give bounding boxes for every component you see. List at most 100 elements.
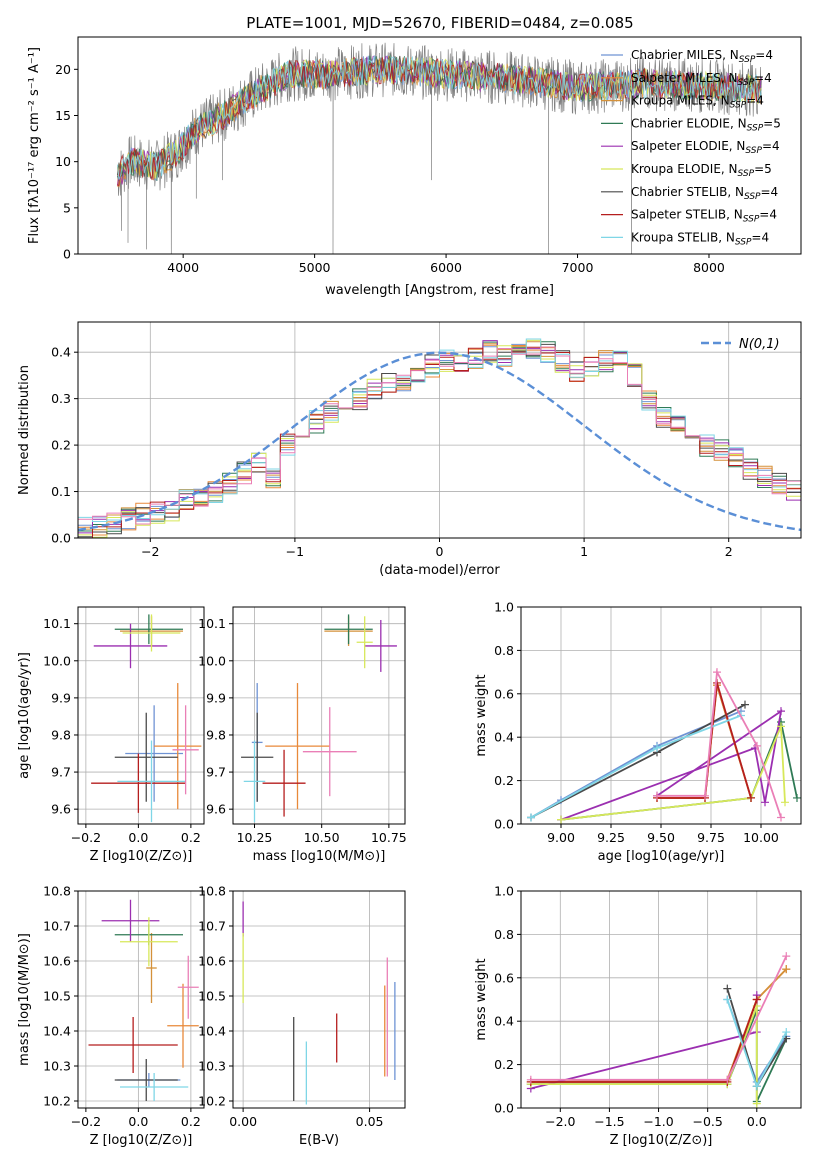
axes-frame bbox=[232, 890, 406, 1109]
weight-marker bbox=[782, 965, 791, 974]
y-tick-label: 10.7 bbox=[43, 919, 71, 934]
y-tick-label: 1.0 bbox=[494, 884, 514, 899]
y-tick-label: 10.6 bbox=[198, 954, 226, 969]
plot-area bbox=[242, 901, 396, 1105]
legend-label: Salpeter ELODIE, NSSP=4 bbox=[631, 139, 780, 156]
x-axis-label: mass [log10(M/M⊙)] bbox=[253, 849, 386, 864]
x-tick-label: 9.50 bbox=[647, 830, 675, 845]
x-tick-label: 10.25 bbox=[237, 830, 273, 845]
y-tick-label: 9.7 bbox=[206, 765, 226, 780]
legend-label: Chabrier MILES, NSSP=4 bbox=[631, 48, 773, 65]
y-tick-label: 0.2 bbox=[51, 438, 71, 453]
weight-marker bbox=[526, 1075, 535, 1084]
y-tick-label: 10.2 bbox=[198, 1094, 226, 1109]
x-tick-label: −2.0 bbox=[545, 1114, 575, 1129]
z-vs-mass-panel: −0.2 0.0 0.2 10.2 10.3 10.4 10.5 10.6 10.7 10.8 Z … bbox=[17, 884, 205, 1148]
z-weights-panel: −2.0 −1.5 −1.0 −0.5 0.0 0.0 0.2 0.4 0.6 0.8 1.0 Z [… bbox=[474, 884, 802, 1148]
axes-frame bbox=[520, 606, 802, 825]
legend-label: Salpeter MILES, NSSP=4 bbox=[631, 71, 772, 88]
x-tick-label: 0.00 bbox=[229, 1114, 257, 1129]
y-tick-label: 9.9 bbox=[206, 690, 226, 705]
y-tick-label: 0.3 bbox=[51, 391, 71, 406]
x-tick-label: −0.2 bbox=[71, 830, 101, 845]
y-tick-label: 9.8 bbox=[206, 727, 226, 742]
x-tick-label: 10.00 bbox=[743, 830, 779, 845]
y-tick-label: 10.7 bbox=[198, 919, 226, 934]
legend-label: Kroupa STELIB, NSSP=4 bbox=[631, 230, 769, 247]
weight-marker bbox=[653, 744, 661, 753]
weight-line bbox=[530, 995, 758, 1090]
y-tick-label: 10.8 bbox=[198, 884, 226, 899]
weight-marker bbox=[777, 722, 785, 731]
x-axis-label: age [log10(age/yr)] bbox=[598, 849, 725, 864]
axes-frame bbox=[232, 606, 406, 825]
ebv-vs-mass-panel: 0.00 0.05 10.2 10.3 10.4 10.5 10.6 10.7 10.8 E(B-… bbox=[198, 884, 406, 1148]
y-tick-label: 10.1 bbox=[198, 616, 226, 631]
y-tick-label: 0.8 bbox=[494, 927, 514, 942]
plot-area bbox=[527, 668, 801, 824]
y-tick-label: 10.0 bbox=[198, 653, 226, 668]
weight-marker bbox=[741, 700, 749, 709]
y-tick-label: 10.6 bbox=[43, 954, 71, 969]
mass-vs-age-panel: 10.25 10.50 10.75 9.6 9.7 9.8 9.9 10.0 10.1 mass … bbox=[198, 606, 407, 864]
axes-frame bbox=[77, 321, 802, 539]
axes-frame bbox=[77, 890, 205, 1109]
weight-marker bbox=[777, 813, 785, 822]
weight-marker bbox=[723, 984, 732, 993]
x-tick-label: −0.2 bbox=[71, 1114, 101, 1129]
plot-area bbox=[526, 952, 791, 1108]
x-tick-label: 8000 bbox=[693, 260, 725, 275]
x-tick-label: 0.0 bbox=[128, 1114, 148, 1129]
normal-curve bbox=[78, 351, 801, 532]
x-tick-label: 9.75 bbox=[697, 830, 725, 845]
y-tick-label: 10.3 bbox=[43, 1059, 71, 1074]
legend-label: Kroupa ELODIE, NSSP=5 bbox=[631, 162, 772, 179]
plot-area bbox=[78, 338, 801, 538]
x-tick-label: 5000 bbox=[299, 260, 331, 275]
weight-marker bbox=[752, 1082, 761, 1091]
weight-marker bbox=[793, 793, 801, 802]
weight-marker bbox=[782, 952, 791, 961]
y-tick-label: 0.4 bbox=[494, 730, 514, 745]
y-tick-label: 10.2 bbox=[43, 1094, 71, 1109]
x-axis-label: Z [log10(Z/Z⊙)] bbox=[90, 1133, 193, 1148]
y-tick-label: 10.0 bbox=[43, 653, 71, 668]
spectrum-panel: 4000 5000 6000 7000 8000 0 5 10 15 20 Chabrier MIL… bbox=[27, 36, 802, 298]
y-tick-label: 10.8 bbox=[43, 884, 71, 899]
age-weights-panel: 9.00 9.25 9.50 9.75 10.00 0.0 0.2 0.4 0.6 0.8 1.0 a… bbox=[474, 600, 802, 864]
y-tick-label: 0.2 bbox=[494, 1057, 514, 1072]
weight-marker bbox=[781, 798, 789, 807]
weight-line bbox=[530, 1005, 758, 1104]
y-tick-label: 9.9 bbox=[51, 690, 71, 705]
axes-frame bbox=[77, 606, 205, 825]
y-axis-label: age [log10(age/yr)] bbox=[17, 652, 32, 779]
plot-area bbox=[116, 42, 762, 254]
y-tick-label: 9.7 bbox=[51, 765, 71, 780]
plot-area bbox=[91, 614, 202, 823]
model-spectrum-line bbox=[116, 55, 762, 186]
y-tick-label: 10.5 bbox=[198, 989, 226, 1004]
weight-marker bbox=[557, 815, 565, 824]
x-tick-label: −1.5 bbox=[594, 1114, 624, 1129]
y-tick-label: 9.6 bbox=[51, 802, 71, 817]
y-tick-label: 10.1 bbox=[43, 616, 71, 631]
weight-marker bbox=[653, 791, 661, 800]
x-tick-label: 0.2 bbox=[181, 1114, 201, 1129]
x-tick-label: −2 bbox=[141, 544, 159, 559]
plot-area bbox=[241, 614, 397, 823]
y-tick-label: 0 bbox=[63, 247, 71, 262]
x-axis-label: E(B-V) bbox=[299, 1133, 339, 1148]
x-tick-label: 0.0 bbox=[128, 830, 148, 845]
plot-area bbox=[88, 899, 199, 1101]
weight-marker bbox=[752, 1099, 761, 1108]
y-tick-label: 10 bbox=[55, 154, 71, 169]
y-axis-label: Flux [fλ10⁻¹⁷ erg cm⁻² s⁻¹ A⁻¹] bbox=[27, 47, 42, 244]
weight-marker bbox=[527, 813, 535, 822]
x-tick-label: 0.2 bbox=[181, 830, 201, 845]
weight-marker bbox=[723, 1075, 732, 1084]
x-axis-label: Z [log10(Z/Z⊙)] bbox=[90, 849, 193, 864]
y-axis-label: Normed distribution bbox=[17, 365, 32, 495]
y-tick-label: 0.6 bbox=[494, 970, 514, 985]
x-axis-label: Z [log10(Z/Z⊙)] bbox=[610, 1133, 713, 1148]
x-tick-label: 7000 bbox=[562, 260, 594, 275]
